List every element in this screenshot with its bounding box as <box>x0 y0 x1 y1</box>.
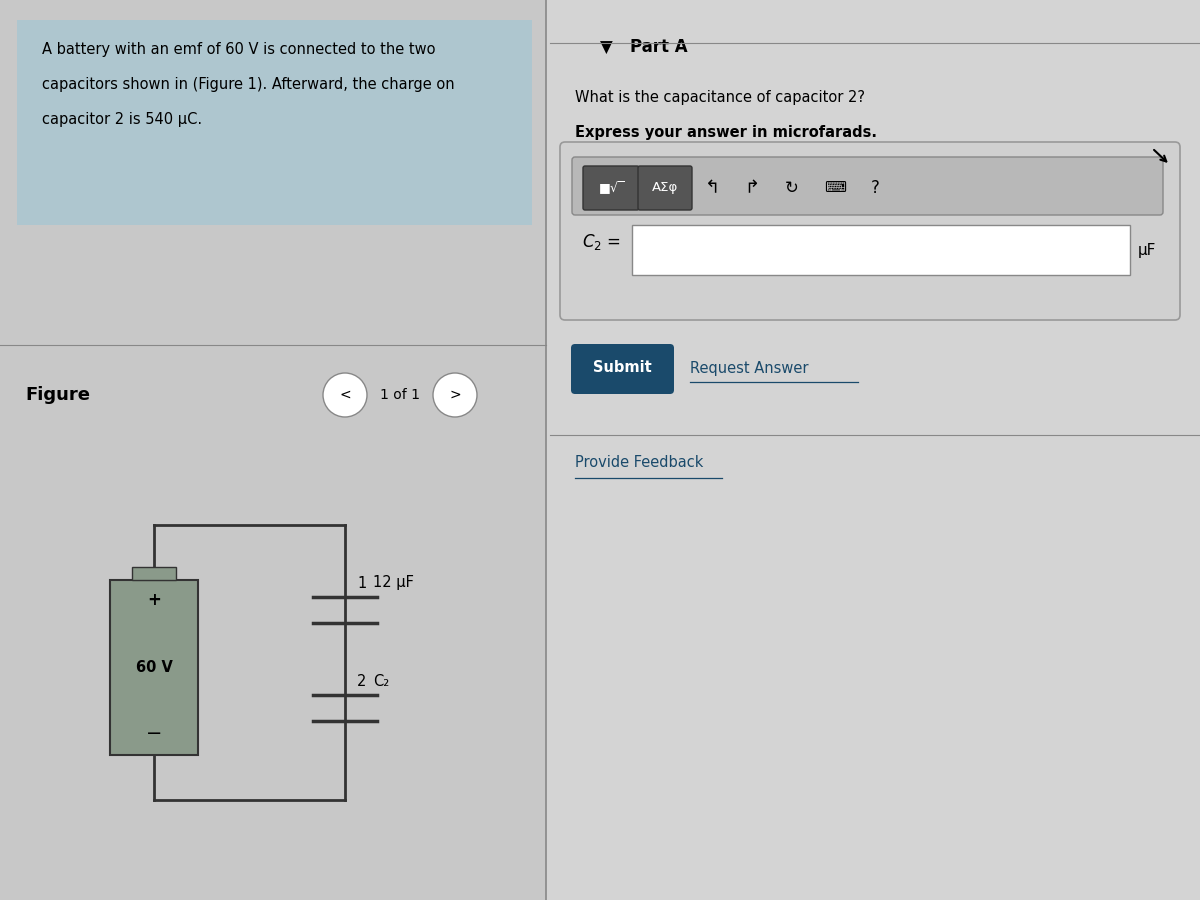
FancyBboxPatch shape <box>132 567 176 580</box>
FancyBboxPatch shape <box>17 20 532 225</box>
FancyBboxPatch shape <box>583 166 640 210</box>
Text: What is the capacitance of capacitor 2?: What is the capacitance of capacitor 2? <box>575 90 865 105</box>
Text: ⌨: ⌨ <box>824 181 846 195</box>
Text: μF: μF <box>1138 242 1157 257</box>
Text: Request Answer: Request Answer <box>690 361 809 375</box>
FancyBboxPatch shape <box>560 142 1180 320</box>
FancyBboxPatch shape <box>572 157 1163 215</box>
FancyBboxPatch shape <box>0 0 546 900</box>
Text: Provide Feedback: Provide Feedback <box>575 455 703 470</box>
Text: 60 V: 60 V <box>136 660 173 675</box>
Text: Figure: Figure <box>25 386 90 404</box>
FancyBboxPatch shape <box>571 344 674 394</box>
Text: ↻: ↻ <box>785 179 799 197</box>
FancyBboxPatch shape <box>638 166 692 210</box>
Text: $\blacksquare\sqrt{\,}$: $\blacksquare\sqrt{\,}$ <box>598 179 624 197</box>
Text: ?: ? <box>870 179 880 197</box>
Text: ↰: ↰ <box>704 179 720 197</box>
Circle shape <box>323 373 367 417</box>
Text: C₂: C₂ <box>373 673 389 689</box>
FancyBboxPatch shape <box>546 0 1200 900</box>
Text: capacitors shown in (Figure 1). Afterward, the charge on: capacitors shown in (Figure 1). Afterwar… <box>42 77 455 92</box>
Text: >: > <box>449 388 461 402</box>
FancyBboxPatch shape <box>110 580 198 755</box>
Circle shape <box>433 373 478 417</box>
Text: 12 μF: 12 μF <box>373 575 414 590</box>
Text: $C_2$ =: $C_2$ = <box>582 232 620 252</box>
Text: 2: 2 <box>358 673 366 689</box>
Text: −: − <box>146 724 162 742</box>
Text: A battery with an emf of 60 V is connected to the two: A battery with an emf of 60 V is connect… <box>42 42 436 57</box>
Text: capacitor 2 is 540 μC.: capacitor 2 is 540 μC. <box>42 112 202 127</box>
Text: ▼   Part A: ▼ Part A <box>600 38 688 56</box>
FancyBboxPatch shape <box>632 225 1130 275</box>
Text: Submit: Submit <box>593 361 652 375</box>
Text: AΣφ: AΣφ <box>652 182 678 194</box>
Text: ↱: ↱ <box>744 179 760 197</box>
Text: 1 of 1: 1 of 1 <box>380 388 420 402</box>
Text: +: + <box>148 591 161 609</box>
Text: 1: 1 <box>358 575 366 590</box>
Text: <: < <box>340 388 350 402</box>
Text: Express your answer in microfarads.: Express your answer in microfarads. <box>575 125 877 140</box>
